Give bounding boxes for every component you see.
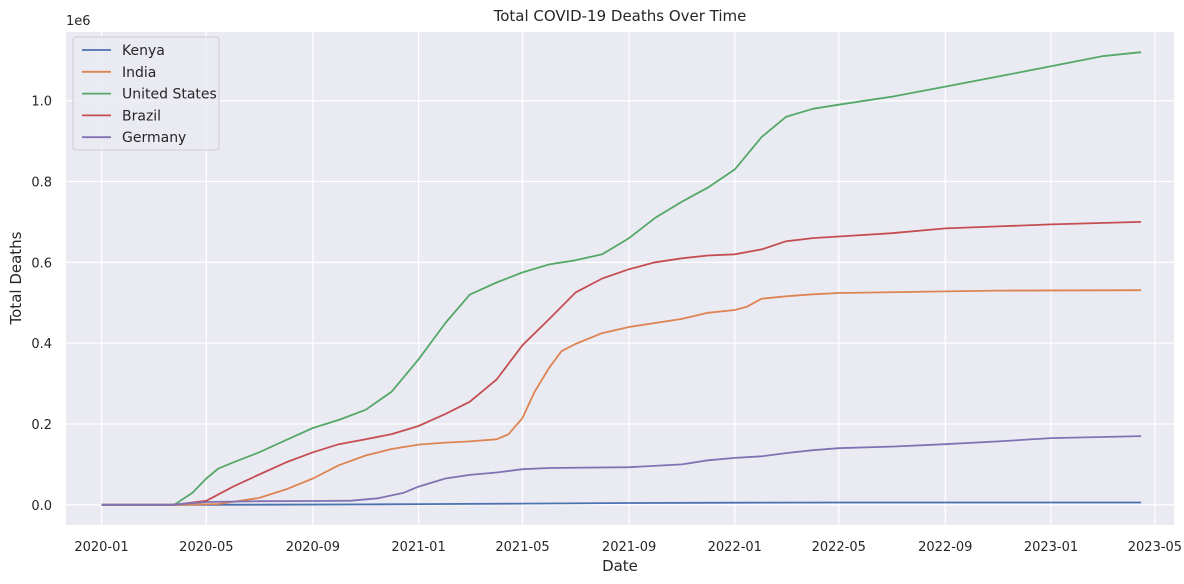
chart-title: Total COVID-19 Deaths Over Time — [493, 7, 747, 25]
legend-label-germany: Germany — [122, 130, 186, 146]
x-tick-label: 2021-05 — [495, 540, 549, 555]
x-tick-label: 2020-05 — [179, 540, 233, 555]
plot-area — [66, 32, 1174, 525]
series-line-united-states — [101, 51, 1142, 506]
legend-items: Kenya India United States Brazil Germany — [82, 43, 217, 146]
legend-label-united-states: United States — [122, 87, 217, 103]
x-axis-ticks: 2020-01 2020-05 2020-09 2021-01 2021-05 2021-… — [74, 540, 1182, 555]
y-tick-label: 0.2 — [31, 418, 52, 433]
series-line-brazil — [101, 221, 1142, 506]
series-lines — [101, 51, 1142, 506]
x-tick-label: 2021-01 — [391, 540, 445, 555]
y-tick-label: 0.0 — [31, 499, 52, 514]
legend-label-kenya: Kenya — [122, 43, 165, 59]
series-line-india — [101, 289, 1142, 506]
y-tick-label: 0.6 — [31, 256, 52, 271]
x-tick-label: 2020-01 — [74, 540, 128, 555]
y-axis-offset-label: 1e6 — [66, 14, 91, 29]
y-tick-label: 1.0 — [31, 95, 52, 110]
x-tick-label: 2021-09 — [602, 540, 656, 555]
legend-label-brazil: Brazil — [122, 108, 161, 124]
y-tick-label: 0.8 — [31, 176, 52, 191]
x-tick-label: 2022-09 — [918, 540, 972, 555]
x-tick-label: 2022-05 — [812, 540, 866, 555]
legend-label-india: India — [122, 65, 156, 81]
x-tick-label: 2020-09 — [286, 540, 340, 555]
series-line-germany — [101, 435, 1142, 506]
x-tick-label: 2023-05 — [1128, 540, 1182, 555]
grid-lines — [66, 32, 1174, 525]
series-line-kenya — [101, 501, 1142, 506]
y-axis-label: Total Deaths — [7, 231, 25, 325]
legend: Kenya India United States Brazil Germany — [72, 36, 220, 151]
y-tick-label: 0.4 — [31, 337, 52, 352]
x-tick-label: 2023-01 — [1024, 540, 1078, 555]
x-tick-label: 2022-01 — [708, 540, 762, 555]
y-axis-ticks: 0.0 0.2 0.4 0.6 0.8 1.0 — [31, 95, 52, 514]
x-axis-label: Date — [602, 557, 638, 575]
legend-frame — [72, 36, 220, 151]
